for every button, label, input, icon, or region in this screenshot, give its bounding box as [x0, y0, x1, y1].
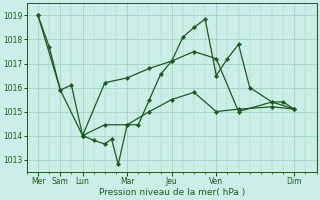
X-axis label: Pression niveau de la mer( hPa ): Pression niveau de la mer( hPa )	[99, 188, 245, 197]
